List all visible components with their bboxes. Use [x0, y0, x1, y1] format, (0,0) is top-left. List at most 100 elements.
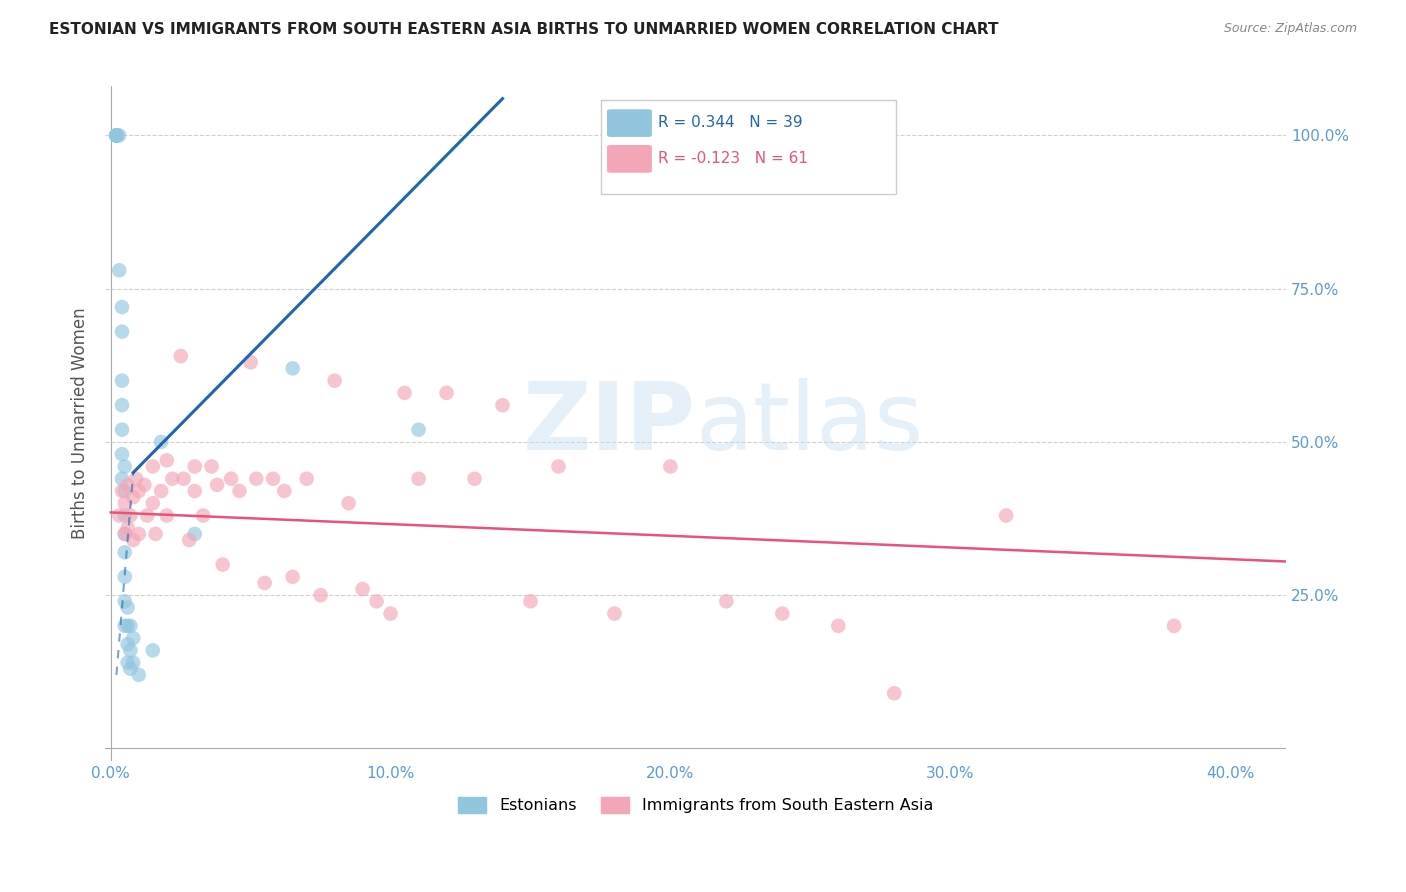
Point: [995, 508, 1018, 523]
Point: [120, 643, 142, 657]
Point: [716, 594, 738, 608]
Point: [114, 594, 136, 608]
Point: [122, 656, 145, 670]
Point: [491, 398, 513, 412]
Point: [114, 496, 136, 510]
Point: [114, 483, 136, 498]
Point: [337, 496, 360, 510]
Point: [162, 472, 184, 486]
Point: [659, 459, 682, 474]
Point: [120, 619, 142, 633]
Point: [120, 508, 142, 523]
Point: [108, 263, 131, 277]
Point: [111, 325, 134, 339]
Point: [117, 619, 139, 633]
Point: [136, 508, 159, 523]
Point: [114, 527, 136, 541]
Point: [120, 662, 142, 676]
Point: [352, 582, 374, 596]
Text: atlas: atlas: [696, 377, 924, 469]
Y-axis label: Births to Unmarried Women: Births to Unmarried Women: [72, 308, 89, 540]
Point: [239, 355, 262, 369]
Point: [134, 478, 156, 492]
Point: [170, 349, 193, 363]
Point: [122, 631, 145, 645]
Point: [770, 607, 793, 621]
Point: [105, 128, 128, 143]
Point: [105, 128, 128, 143]
Point: [117, 656, 139, 670]
Point: [125, 472, 148, 486]
Point: [173, 472, 195, 486]
Point: [547, 459, 569, 474]
Point: [117, 637, 139, 651]
Point: [105, 128, 128, 143]
Point: [408, 423, 430, 437]
Point: [380, 607, 402, 621]
Text: R = 0.344   N = 39: R = 0.344 N = 39: [658, 115, 803, 130]
Point: [200, 459, 222, 474]
Text: ZIP: ZIP: [523, 377, 696, 469]
Text: R = -0.123   N = 61: R = -0.123 N = 61: [658, 151, 808, 166]
Point: [156, 508, 179, 523]
Point: [111, 398, 134, 412]
FancyBboxPatch shape: [602, 100, 896, 194]
Point: [179, 533, 201, 547]
Point: [281, 570, 304, 584]
Point: [191, 508, 214, 523]
Point: [105, 128, 128, 143]
Point: [108, 508, 131, 523]
Point: [114, 527, 136, 541]
Point: [114, 545, 136, 559]
Point: [150, 483, 173, 498]
Point: [883, 686, 905, 700]
Point: [156, 453, 179, 467]
Point: [184, 459, 207, 474]
Point: [262, 472, 284, 486]
Point: [366, 594, 388, 608]
Point: [105, 128, 128, 143]
Legend: Estonians, Immigrants from South Eastern Asia: Estonians, Immigrants from South Eastern…: [457, 797, 934, 814]
Point: [205, 478, 228, 492]
Point: [309, 588, 332, 602]
Point: [436, 385, 458, 400]
Point: [111, 374, 134, 388]
Point: [219, 472, 242, 486]
Point: [1163, 619, 1185, 633]
Point: [211, 558, 233, 572]
Point: [114, 508, 136, 523]
Point: [114, 619, 136, 633]
Point: [111, 472, 134, 486]
Point: [184, 483, 207, 498]
Point: [128, 527, 150, 541]
Point: [117, 521, 139, 535]
Point: [114, 570, 136, 584]
Point: [122, 533, 145, 547]
Point: [394, 385, 416, 400]
Point: [142, 643, 165, 657]
Text: ESTONIAN VS IMMIGRANTS FROM SOUTH EASTERN ASIA BIRTHS TO UNMARRIED WOMEN CORRELA: ESTONIAN VS IMMIGRANTS FROM SOUTH EASTER…: [49, 22, 998, 37]
Point: [408, 472, 430, 486]
Point: [117, 478, 139, 492]
FancyBboxPatch shape: [607, 110, 652, 137]
Point: [827, 619, 849, 633]
Point: [105, 128, 128, 143]
Point: [603, 607, 626, 621]
Text: Source: ZipAtlas.com: Source: ZipAtlas.com: [1223, 22, 1357, 36]
Point: [245, 472, 267, 486]
Point: [111, 423, 134, 437]
Point: [281, 361, 304, 376]
Point: [105, 128, 128, 143]
Point: [145, 527, 167, 541]
FancyBboxPatch shape: [607, 145, 652, 173]
Point: [117, 600, 139, 615]
Point: [228, 483, 250, 498]
Point: [108, 128, 131, 143]
Point: [184, 527, 207, 541]
Point: [464, 472, 486, 486]
Point: [253, 576, 276, 591]
Point: [111, 300, 134, 314]
Point: [114, 459, 136, 474]
Point: [111, 447, 134, 461]
Point: [128, 483, 150, 498]
